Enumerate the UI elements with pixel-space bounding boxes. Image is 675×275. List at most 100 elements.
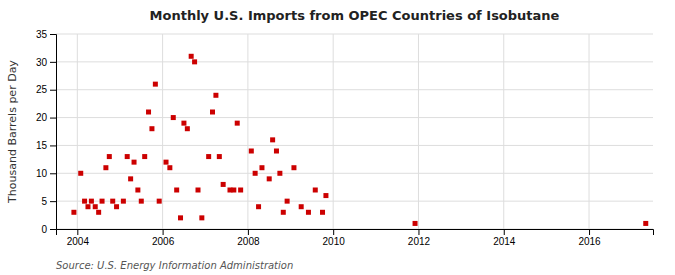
point xyxy=(167,165,172,170)
y-tick-label: 25 xyxy=(36,84,48,95)
y-tick-label: 5 xyxy=(41,196,47,207)
point xyxy=(259,165,264,170)
y-tick-mark xyxy=(50,62,56,63)
y-tick-mark xyxy=(50,145,56,146)
point xyxy=(146,110,151,115)
x-tick: 2012 xyxy=(408,229,431,247)
point xyxy=(135,188,140,193)
point xyxy=(164,160,169,165)
point xyxy=(125,154,130,159)
point xyxy=(139,199,144,204)
point xyxy=(199,215,204,220)
point xyxy=(132,160,137,165)
x-tick: 2008 xyxy=(237,229,260,247)
y-tick-mark xyxy=(50,34,56,35)
grid xyxy=(56,34,653,229)
point xyxy=(253,171,258,176)
x-grid-line xyxy=(77,34,78,229)
point xyxy=(181,121,186,126)
point xyxy=(149,126,154,131)
point xyxy=(174,188,179,193)
point xyxy=(153,82,158,87)
source: Source: U.S. Energy Information Administ… xyxy=(56,260,293,271)
point xyxy=(103,165,108,170)
point xyxy=(320,210,325,215)
x-axis-line xyxy=(57,230,654,236)
y-axis: 05101520253035 xyxy=(36,29,57,235)
y-tick-label: 15 xyxy=(36,140,48,151)
y-tick: 15 xyxy=(36,140,56,151)
point xyxy=(114,204,119,209)
y-tick: 30 xyxy=(36,57,56,68)
y-tick: 10 xyxy=(36,168,56,179)
point xyxy=(157,199,162,204)
y-grid-line xyxy=(56,173,653,174)
x-tick-label: 2004 xyxy=(67,236,90,247)
x-grid-line xyxy=(333,34,334,229)
point xyxy=(171,115,176,120)
x-grid-line xyxy=(589,34,590,229)
y-grid-line xyxy=(56,34,653,35)
point xyxy=(323,193,328,198)
x-grid-line xyxy=(503,34,504,229)
point xyxy=(107,154,112,159)
y-tick-mark xyxy=(50,173,56,174)
point xyxy=(249,149,254,154)
point xyxy=(267,176,272,181)
x-tick-label: 2006 xyxy=(152,236,175,247)
x-grid-line xyxy=(247,34,248,229)
x-axis: 2004200620082010201220142016 xyxy=(57,229,654,247)
point xyxy=(128,176,133,181)
point xyxy=(196,188,201,193)
point xyxy=(185,126,190,131)
x-tick-label: 2008 xyxy=(237,236,260,247)
y-tick-mark xyxy=(50,229,56,230)
point xyxy=(85,204,90,209)
point xyxy=(121,199,126,204)
y-tick-label: 10 xyxy=(36,168,48,179)
point xyxy=(192,59,197,64)
y-tick-label: 30 xyxy=(36,57,48,68)
x-tick-mark xyxy=(163,229,164,235)
point xyxy=(277,171,282,176)
x-tick-mark xyxy=(589,229,590,235)
y-grid-line xyxy=(56,145,653,146)
x-tick-mark xyxy=(77,229,78,235)
points xyxy=(71,54,648,226)
x-tick: 2016 xyxy=(578,229,601,247)
point xyxy=(413,221,418,226)
point xyxy=(274,149,279,154)
y-tick-label: 0 xyxy=(41,224,47,235)
y-grid-line xyxy=(56,89,653,90)
point xyxy=(142,154,147,159)
x-grid-line xyxy=(418,34,419,229)
chart: 2004200620082010201220142016051015202530… xyxy=(0,0,675,275)
point xyxy=(82,199,87,204)
y-tick-label: 20 xyxy=(36,112,48,123)
x-tick: 2010 xyxy=(323,229,346,247)
y-grid-line xyxy=(56,117,653,118)
y-grid-line xyxy=(56,201,653,202)
y-axis-line xyxy=(50,35,57,230)
point xyxy=(238,188,243,193)
point xyxy=(96,210,101,215)
point xyxy=(281,210,286,215)
point xyxy=(256,204,261,209)
point xyxy=(643,221,648,226)
y-axis-title: Thousand Barrels per Day xyxy=(6,60,19,204)
point xyxy=(313,188,318,193)
y-tick-mark xyxy=(50,90,56,91)
y-tick: 25 xyxy=(36,84,56,95)
x-grid-line xyxy=(162,34,163,229)
point xyxy=(189,54,194,59)
point xyxy=(231,188,236,193)
x-tick-mark xyxy=(418,229,419,235)
point xyxy=(306,210,311,215)
y-tick-mark xyxy=(50,118,56,119)
point xyxy=(270,137,275,142)
point xyxy=(71,210,76,215)
point xyxy=(213,93,218,98)
point xyxy=(110,199,115,204)
x-tick: 2006 xyxy=(152,229,175,247)
x-tick-label: 2012 xyxy=(408,236,431,247)
